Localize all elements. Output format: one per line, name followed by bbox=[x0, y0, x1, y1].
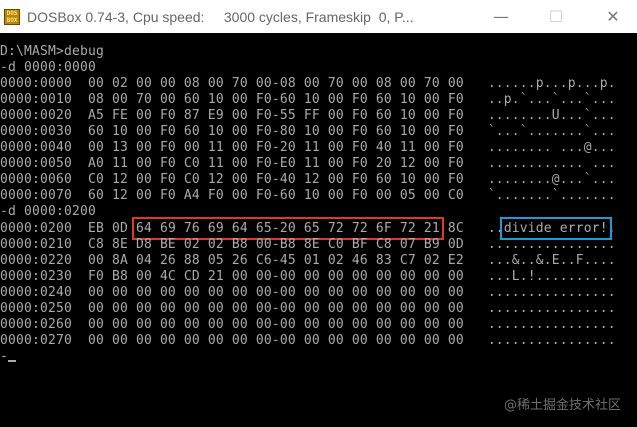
maximize-button[interactable]: ☐ bbox=[533, 0, 579, 33]
dump-ascii: . bbox=[607, 220, 616, 236]
dump-bytes: 8C bbox=[439, 220, 488, 236]
dump-ascii: `.......`....... bbox=[487, 188, 616, 204]
dump-row: 0000:0070 60 12 00 F0 A4 F0 00 F0-60 10 … bbox=[0, 188, 637, 204]
dump-bytes: 08 00 70 00 60 10 00 F0-60 10 00 F0 60 1… bbox=[87, 92, 488, 108]
dump-ascii: ................ bbox=[487, 316, 616, 332]
dump-address: 0000:0210 bbox=[0, 236, 88, 252]
dump-ascii: ......p...p...p. bbox=[487, 76, 616, 92]
dump-bytes: 60 12 00 F0 A4 F0 00 F0-60 10 00 F0 00 0… bbox=[87, 188, 488, 204]
cursor bbox=[8, 359, 16, 362]
watermark: @稀土掘金技术社区 bbox=[503, 398, 621, 413]
dump-address: 0000:0230 bbox=[0, 268, 88, 284]
dump-ascii: ..p.`...`...`... bbox=[487, 92, 616, 108]
prompt-line: D:\MASM>debug bbox=[0, 44, 104, 59]
prompt: - bbox=[0, 348, 8, 364]
dump-ascii: .. bbox=[487, 220, 504, 236]
dump-row: 0000:0000 00 02 00 00 08 00 70 00-08 00 … bbox=[0, 76, 637, 92]
debug-command: -d 0000:0200 bbox=[0, 204, 96, 220]
dump-address: 0000:0070 bbox=[0, 188, 88, 204]
dump-bytes: 00 02 00 00 08 00 70 00-08 00 70 00 08 0… bbox=[87, 76, 488, 92]
debug-command: -d 0000:0000 bbox=[0, 60, 96, 76]
dump-address: 0000:0020 bbox=[0, 108, 88, 124]
dump-bytes: F0 B8 00 4C CD 21 00 00-00 00 00 00 00 0… bbox=[87, 268, 488, 284]
dump-row: 0000:0210 C8 8E D8 BE 02 02 B8 00-B8 8E … bbox=[0, 237, 637, 253]
dump-bytes: 00 8A 04 26 88 05 26 C6-45 01 02 46 83 C… bbox=[87, 252, 488, 268]
dump-ascii: ...L.!.......... bbox=[487, 268, 616, 284]
dump-ascii: ........ ...@... bbox=[487, 140, 616, 156]
dump-row: 0000:0240 00 00 00 00 00 00 00 00-00 00 … bbox=[0, 285, 637, 301]
dump-bytes: 00 00 00 00 00 00 00 00-00 00 00 00 00 0… bbox=[87, 300, 488, 316]
dump-row: 0000:0020 A5 FE 00 F0 87 E9 00 F0-55 FF … bbox=[0, 108, 637, 124]
dump-bytes: 60 10 00 F0 60 10 00 F0-80 10 00 F0 60 1… bbox=[87, 124, 488, 140]
dump-ascii: ............ ... bbox=[487, 156, 616, 172]
window-title: DOSBox 0.74-3, Cpu speed: 3000 cycles, F… bbox=[27, 8, 414, 25]
dump-address: 0000:0250 bbox=[0, 300, 88, 316]
dump-bytes: 00 00 00 00 00 00 00 00-00 00 00 00 00 0… bbox=[87, 332, 488, 348]
dump-bytes: EB 0D bbox=[87, 220, 136, 236]
dosbox-app-icon[interactable]: DOS BOX bbox=[4, 8, 20, 25]
dump-bytes: 00 13 00 F0 00 11 00 F0-20 11 00 F0 40 1… bbox=[87, 140, 488, 156]
dump-ascii: ........U...`... bbox=[487, 108, 616, 124]
dos-terminal[interactable]: D:\MASM>debug -d 0000:0000 0000:0000 00 0… bbox=[0, 44, 637, 365]
title-bar: DOS BOX DOSBox 0.74-3, Cpu speed: 3000 c… bbox=[0, 0, 637, 33]
dump-bytes: A0 11 00 F0 C0 11 00 F0-E0 11 00 F0 20 1… bbox=[87, 156, 488, 172]
icon-text-bottom: BOX bbox=[6, 16, 18, 24]
dump-row: 0000:0010 08 00 70 00 60 10 00 F0-60 10 … bbox=[0, 92, 637, 108]
dump-ascii: ................ bbox=[487, 332, 616, 348]
dump-row: 0000:0250 00 00 00 00 00 00 00 00-00 00 … bbox=[0, 301, 637, 317]
dump-address: 0000:0200 bbox=[0, 220, 88, 236]
dump-address: 0000:0240 bbox=[0, 284, 88, 300]
highlighted-bytes-box: 64 69 76 69 64 65-20 65 72 72 6F 72 21 bbox=[131, 216, 444, 240]
dump-address: 0000:0050 bbox=[0, 156, 88, 172]
dump-address: 0000:0260 bbox=[0, 316, 88, 332]
dump-address: 0000:0270 bbox=[0, 332, 88, 348]
dump-row: 0000:0060 C0 12 00 F0 C0 12 00 F0-40 12 … bbox=[0, 172, 637, 188]
dump-bytes: 00 00 00 00 00 00 00 00-00 00 00 00 00 0… bbox=[87, 284, 488, 300]
dump-bytes: 00 00 00 00 00 00 00 00-00 00 00 00 00 0… bbox=[87, 316, 488, 332]
dump-ascii: ................ bbox=[487, 300, 616, 316]
dump-row: 0000:0030 60 10 00 F0 60 10 00 F0-80 10 … bbox=[0, 124, 637, 140]
dump-address: 0000:0040 bbox=[0, 140, 88, 156]
dump-ascii: `...`.......`... bbox=[487, 124, 616, 140]
close-icon: ✕ bbox=[606, 7, 620, 26]
final-prompt-line: - bbox=[0, 349, 637, 365]
dump-ascii: ................ bbox=[487, 284, 616, 300]
minimize-button[interactable]: — bbox=[478, 0, 524, 33]
dump-row: 0000:0220 00 8A 04 26 88 05 26 C6-45 01 … bbox=[0, 253, 637, 269]
highlighted-ascii-box: divide error! bbox=[499, 216, 612, 240]
icon-text-top: DOS bbox=[6, 9, 18, 17]
dump-ascii: ...&..&.E..F.... bbox=[487, 252, 616, 268]
dump-address: 0000:0030 bbox=[0, 124, 88, 140]
dump-row: 0000:0260 00 00 00 00 00 00 00 00-00 00 … bbox=[0, 317, 637, 333]
dump-bytes: A5 FE 00 F0 87 E9 00 F0-55 FF 00 F0 60 1… bbox=[87, 108, 488, 124]
dump-row: 0000:0200 EB 0D 64 69 76 69 64 65-20 65 … bbox=[0, 216, 637, 240]
close-button[interactable]: ✕ bbox=[590, 0, 636, 33]
dump-address: 0000:0060 bbox=[0, 172, 88, 188]
dump-ascii: ................ bbox=[487, 236, 616, 252]
dump-address: 0000:0010 bbox=[0, 92, 88, 108]
minimize-icon: — bbox=[493, 7, 509, 26]
maximize-icon: ☐ bbox=[548, 7, 564, 26]
dump-bytes: C8 8E D8 BE 02 02 B8 00-B8 8E C0 BF C8 0… bbox=[87, 236, 488, 252]
dump-row: 0000:0270 00 00 00 00 00 00 00 00-00 00 … bbox=[0, 333, 637, 349]
dump-row: 0000:0050 A0 11 00 F0 C0 11 00 F0-E0 11 … bbox=[0, 156, 637, 172]
dump-ascii: ........@...`... bbox=[487, 172, 616, 188]
dump-bytes: C0 12 00 F0 C0 12 00 F0-40 12 00 F0 60 1… bbox=[87, 172, 488, 188]
dump-address: 0000:0000 bbox=[0, 76, 88, 92]
dump-address: 0000:0220 bbox=[0, 252, 88, 268]
dump-row: 0000:0230 F0 B8 00 4C CD 21 00 00-00 00 … bbox=[0, 269, 637, 285]
dump-row: 0000:0040 00 13 00 F0 00 11 00 F0-20 11 … bbox=[0, 140, 637, 156]
